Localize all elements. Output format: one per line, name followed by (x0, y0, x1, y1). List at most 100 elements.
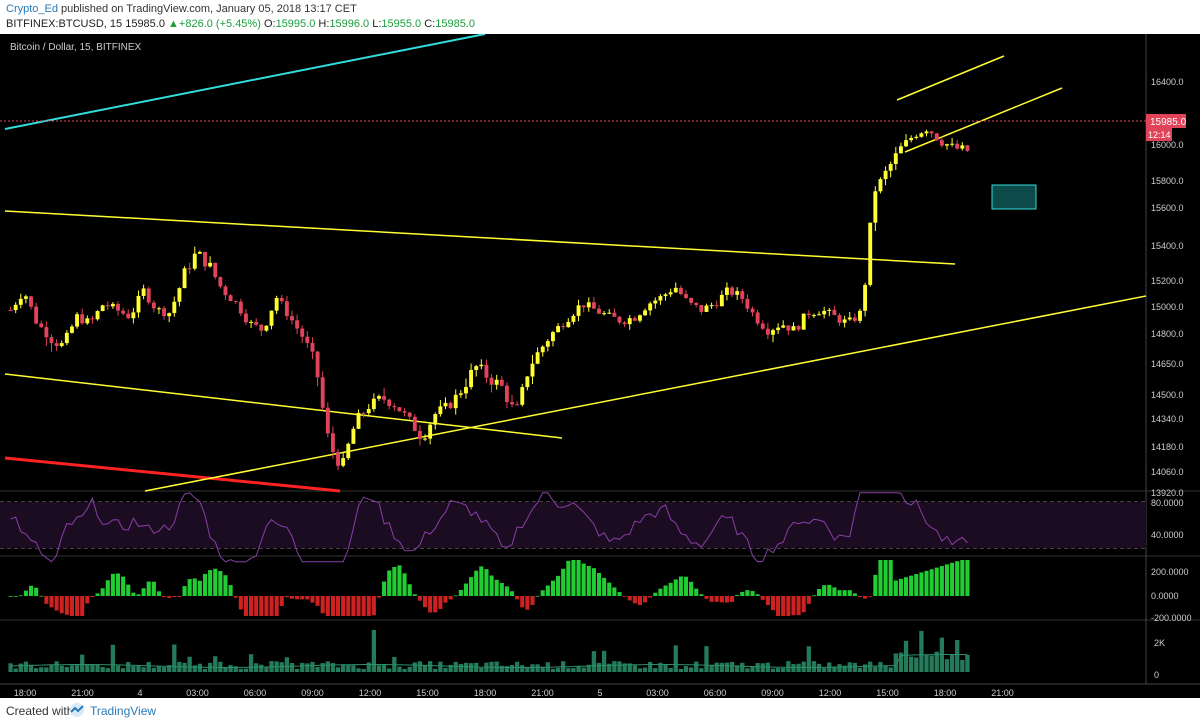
candle-body[interactable] (515, 404, 520, 406)
candle-body[interactable] (116, 303, 120, 311)
candle-body[interactable] (474, 366, 479, 370)
resistance-trendline[interactable] (4, 210, 956, 265)
candle-body[interactable] (694, 302, 699, 306)
candle-body[interactable] (366, 409, 371, 414)
candle-body[interactable] (336, 451, 340, 466)
candle-body[interactable] (70, 326, 74, 333)
support-trendline[interactable] (144, 295, 1147, 492)
candle-body[interactable] (745, 298, 750, 309)
candle-body[interactable] (377, 396, 381, 399)
candle-body[interactable] (192, 253, 197, 269)
candle-body[interactable] (888, 163, 893, 171)
candle-body[interactable] (295, 320, 300, 329)
candle-body[interactable] (407, 412, 412, 417)
candle-body[interactable] (771, 330, 775, 335)
candle-body[interactable] (566, 321, 571, 328)
candle-body[interactable] (929, 131, 934, 134)
candle-body[interactable] (735, 291, 740, 295)
candle-body[interactable] (274, 297, 279, 311)
candle-body[interactable] (151, 302, 156, 309)
candle-body[interactable] (832, 309, 837, 316)
candle-body[interactable] (806, 313, 811, 316)
candle-body[interactable] (402, 411, 407, 413)
candle-body[interactable] (167, 313, 172, 317)
candle-body[interactable] (8, 310, 13, 311)
candle-body[interactable] (438, 406, 443, 415)
candle-body[interactable] (730, 287, 735, 295)
candle-body[interactable] (627, 318, 632, 325)
candle-body[interactable] (382, 396, 387, 400)
candle-body[interactable] (904, 140, 908, 147)
candle-body[interactable] (591, 302, 596, 309)
candle-body[interactable] (822, 310, 827, 315)
candle-body[interactable] (489, 377, 494, 385)
candle-body[interactable] (157, 308, 161, 310)
candle-body[interactable] (105, 305, 110, 307)
candle-body[interactable] (658, 296, 663, 301)
candle-body[interactable] (469, 369, 474, 388)
candle-body[interactable] (146, 288, 151, 303)
candle-body[interactable] (95, 311, 100, 320)
candle-body[interactable] (643, 310, 648, 316)
candle-body[interactable] (499, 379, 504, 386)
candle-body[interactable] (54, 343, 59, 347)
candle-body[interactable] (545, 341, 550, 347)
candle-body[interactable] (811, 315, 816, 317)
candle-body[interactable] (269, 310, 274, 326)
candle-body[interactable] (433, 414, 438, 425)
tradingview-brand[interactable]: TradingView (90, 704, 157, 718)
candle-body[interactable] (663, 294, 668, 297)
candle-body[interactable] (827, 309, 832, 311)
candle-body[interactable] (617, 316, 622, 323)
candle-body[interactable] (535, 352, 540, 364)
candle-body[interactable] (561, 326, 566, 328)
candle-body[interactable] (136, 295, 141, 313)
price-chart[interactable]: Bitcoin / Dollar, 15, BITFINEX 16400.0 16… (0, 33, 1200, 698)
candle-body[interactable] (479, 364, 484, 367)
candle-body[interactable] (325, 407, 330, 434)
candle-body[interactable] (945, 144, 949, 146)
candle-body[interactable] (300, 328, 305, 337)
candle-body[interactable] (898, 146, 903, 154)
candle-body[interactable] (361, 412, 366, 414)
candle-body[interactable] (428, 424, 433, 439)
candle-body[interactable] (689, 297, 694, 303)
candle-body[interactable] (121, 310, 126, 314)
candle-body[interactable] (586, 302, 591, 308)
candle-body[interactable] (504, 385, 509, 403)
candle-body[interactable] (341, 458, 346, 466)
candle-body[interactable] (187, 268, 192, 270)
candle-body[interactable] (950, 143, 955, 145)
candle-body[interactable] (919, 133, 924, 137)
candle-body[interactable] (801, 313, 806, 330)
candle-body[interactable] (965, 145, 970, 151)
candle-body[interactable] (34, 306, 39, 324)
candle-body[interactable] (791, 326, 796, 331)
candle-body[interactable] (315, 351, 320, 378)
candle-body[interactable] (228, 295, 233, 302)
candle-body[interactable] (893, 153, 898, 164)
candle-body[interactable] (443, 402, 448, 407)
candle-body[interactable] (80, 314, 85, 324)
candles[interactable] (8, 129, 970, 471)
candle-body[interactable] (238, 301, 243, 314)
candle-body[interactable] (571, 315, 576, 322)
candle-body[interactable] (13, 304, 18, 311)
candle-body[interactable] (934, 133, 939, 141)
candle-body[interactable] (392, 406, 397, 408)
author-link[interactable]: Crypto_Ed (6, 3, 58, 15)
candle-body[interactable] (85, 318, 90, 324)
candle-body[interactable] (525, 376, 530, 388)
candle-body[interactable] (39, 323, 44, 328)
candle-body[interactable] (464, 387, 468, 394)
candle-body[interactable] (622, 322, 627, 325)
candle-body[interactable] (243, 313, 248, 323)
candle-body[interactable] (786, 325, 791, 331)
candle-body[interactable] (412, 416, 417, 431)
candle-body[interactable] (781, 325, 786, 328)
candle-body[interactable] (417, 430, 422, 439)
candle-body[interactable] (356, 412, 361, 429)
candle-body[interactable] (346, 443, 351, 459)
candle-body[interactable] (203, 251, 207, 267)
candle-body[interactable] (126, 313, 131, 319)
